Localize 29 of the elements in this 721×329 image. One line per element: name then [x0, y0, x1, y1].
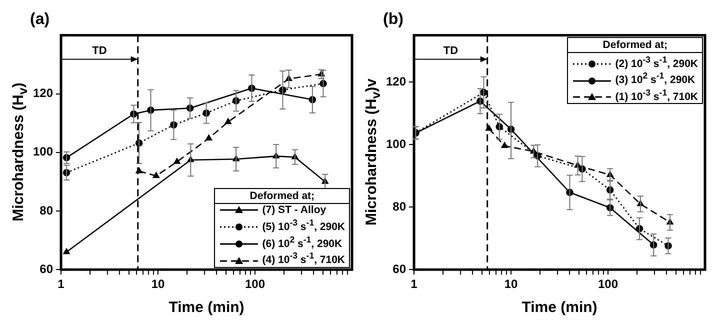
x-axis-title: Time (min) — [168, 299, 244, 316]
y-tick-label: 80 — [392, 199, 406, 214]
chart-title: (a) — [30, 11, 50, 28]
x-tick-label: 100 — [598, 277, 618, 292]
y-tick-label: 100 — [32, 144, 54, 159]
legend-label: (2) 10$^{-3}$ s$^{-1}$, 290K — [615, 54, 698, 70]
legend-label: (1) 10$^{-3}$ s$^{-1}$, 710K — [615, 88, 698, 104]
legend-label: (6) 10$^{2}$ s$^{-1}$, 290K — [262, 234, 342, 250]
legend-label: (5) 10$^{-3}$ s$^{-1}$, 290K — [262, 217, 345, 233]
legend-label: (3) 10$^{2}$ s$^{-1}$, 290K — [615, 70, 696, 86]
legend-label: (4) 10$^{-3}$ s$^{-1}$, 710K — [262, 250, 345, 266]
x-tick-label: 1 — [410, 277, 418, 292]
chart-title: (b) — [383, 11, 404, 28]
y-tick-label: 80 — [40, 203, 54, 218]
y-tick-label: 60 — [40, 262, 54, 276]
legend-title: Deformed at; — [248, 189, 316, 204]
x-tick-label: 10 — [504, 277, 518, 292]
x-tick-label: 1 — [58, 277, 65, 292]
y-tick-label: 120 — [386, 74, 406, 88]
x-tick-label: 10 — [151, 277, 166, 292]
y-tick-label: 100 — [386, 136, 406, 151]
x-tick-label: 100 — [244, 277, 266, 292]
y-tick-label: 120 — [32, 86, 54, 100]
legend-label: (7) ST - Alloy — [262, 204, 326, 216]
ref-line-label: TD — [443, 45, 458, 58]
ref-line-label: TD — [92, 45, 107, 58]
legend-title: Deformed at; — [602, 38, 669, 53]
x-axis-title: Time (min) — [522, 299, 598, 316]
y-tick-label: 60 — [392, 262, 406, 276]
